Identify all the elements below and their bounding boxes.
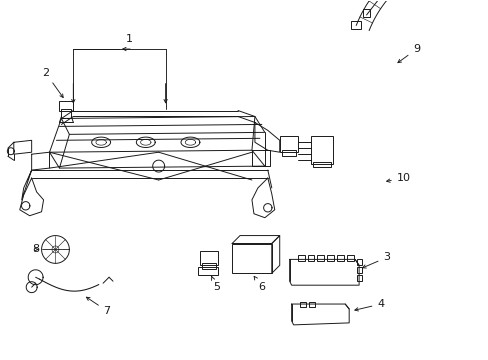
Text: 5: 5 <box>211 276 219 292</box>
Bar <box>307 255 314 261</box>
Bar <box>200 251 218 265</box>
Bar <box>350 21 361 29</box>
Bar <box>337 255 344 261</box>
Bar <box>297 255 304 261</box>
Bar <box>198 267 218 275</box>
Text: 10: 10 <box>386 173 410 183</box>
Text: 8: 8 <box>32 244 39 255</box>
Bar <box>299 302 305 307</box>
Bar <box>346 255 353 261</box>
Bar <box>309 302 315 307</box>
Text: 1: 1 <box>125 34 132 44</box>
Bar <box>202 264 216 269</box>
Text: 2: 2 <box>42 68 63 98</box>
Bar <box>356 275 361 281</box>
Text: 6: 6 <box>254 276 265 292</box>
Bar <box>61 109 71 118</box>
Bar <box>311 136 333 164</box>
Bar <box>281 150 295 156</box>
Bar <box>362 9 370 17</box>
Bar <box>313 162 331 167</box>
Bar <box>317 255 324 261</box>
Bar <box>326 255 334 261</box>
Bar <box>60 100 73 111</box>
Text: 9: 9 <box>397 44 419 63</box>
Bar <box>279 136 297 152</box>
Bar <box>356 260 361 265</box>
Text: 7: 7 <box>86 297 110 316</box>
Bar <box>232 243 271 273</box>
Text: 3: 3 <box>362 252 389 268</box>
Text: 4: 4 <box>354 299 384 311</box>
Bar <box>356 267 361 273</box>
